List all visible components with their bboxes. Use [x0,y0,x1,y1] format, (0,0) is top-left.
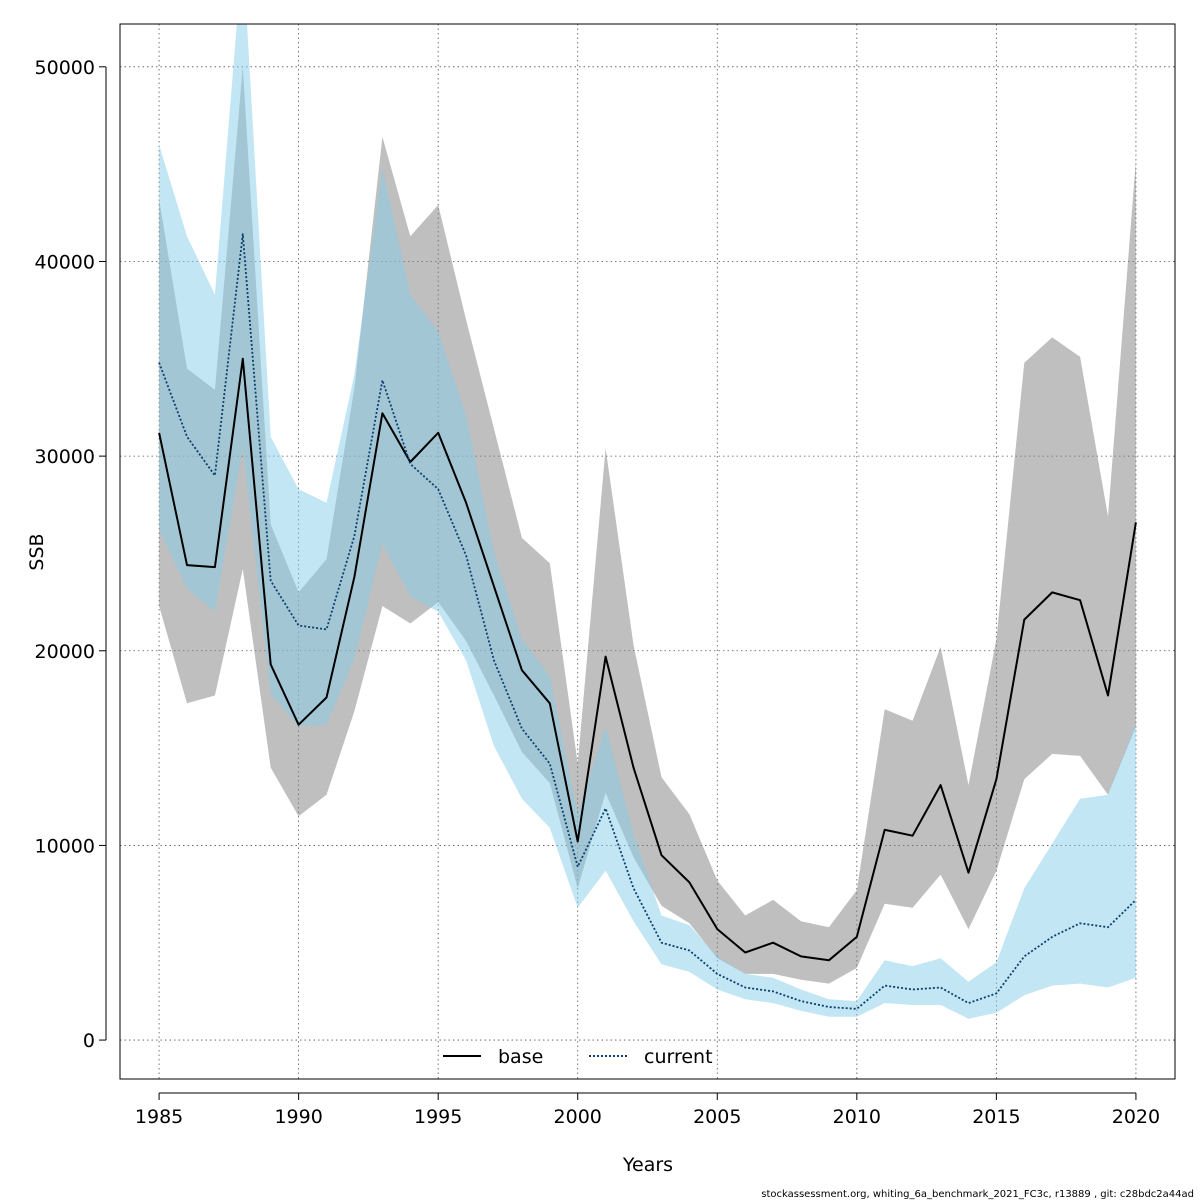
x-axis-title: Years [622,1154,673,1176]
y-tick-label-40000: 40000 [35,251,95,273]
y-axis: 0 10000 20000 30000 40000 50000 [35,57,107,1052]
x-tick-label-1990: 1990 [274,1106,322,1128]
base-line [158,357,1137,962]
y-axis-title: SSB [26,533,48,570]
x-tick-label-2020: 2020 [1112,1106,1160,1128]
legend-label-base: base [498,1046,543,1068]
footer-credit: stockassessment.org, whiting_6a_benchmar… [761,1189,1194,1200]
y-tick-label-20000: 20000 [35,641,95,663]
x-tick-label-2010: 2010 [833,1106,881,1128]
x-axis: 1985 1990 1995 2000 2005 2010 2015 2020 [135,1092,1160,1128]
series-lines [158,233,1137,1010]
x-tick-label-1985: 1985 [135,1106,183,1128]
current-line [158,233,1137,1010]
x-tick-label-2000: 2000 [554,1106,602,1128]
legend: base current [443,1046,713,1068]
y-tick-label-0: 0 [83,1030,95,1052]
current-confidence-band [159,24,1136,1019]
confidence-bands [159,24,1136,1019]
legend-label-current: current [644,1046,713,1068]
x-tick-label-1995: 1995 [414,1106,462,1128]
y-tick-label-50000: 50000 [35,57,95,79]
y-tick-label-10000: 10000 [35,835,95,857]
x-tick-label-2015: 2015 [972,1106,1020,1128]
y-tick-label-30000: 30000 [35,446,95,468]
plot-frame [119,23,1176,1080]
x-tick-label-2005: 2005 [693,1106,741,1128]
